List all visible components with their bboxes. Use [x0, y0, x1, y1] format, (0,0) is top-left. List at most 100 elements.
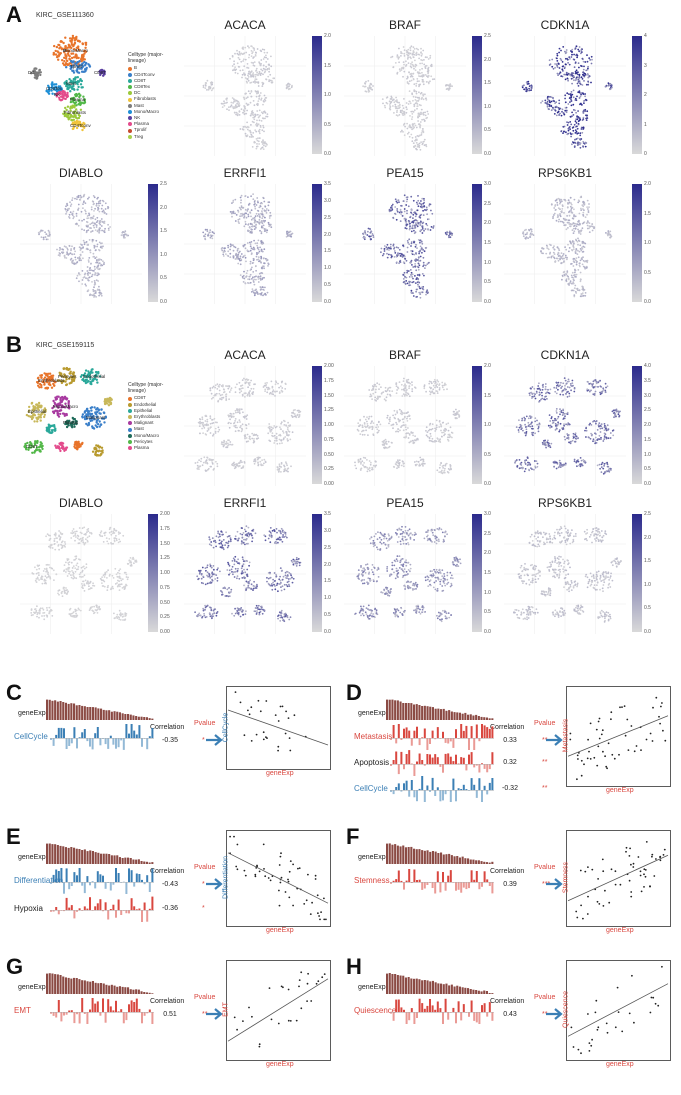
umap-point	[244, 378, 247, 381]
umap-point	[70, 249, 72, 252]
umap-point	[391, 55, 394, 58]
umap-point	[398, 101, 400, 104]
umap-point	[84, 209, 86, 212]
celltype-point	[57, 406, 60, 409]
umap-point	[263, 100, 265, 103]
umap-point	[226, 385, 229, 388]
celltype-point	[84, 46, 87, 49]
legend-label: Plasma	[134, 121, 150, 127]
umap-point	[405, 64, 408, 66]
umap-point	[241, 276, 244, 278]
umap-point	[236, 249, 239, 252]
celltype-point	[53, 44, 56, 48]
umap-point	[577, 48, 580, 51]
umap-point	[554, 204, 557, 206]
umap-point	[204, 84, 207, 87]
umap-point	[577, 123, 580, 126]
umap-point	[204, 228, 207, 231]
umap-point	[605, 232, 607, 234]
umap-point	[405, 220, 408, 223]
umap-point	[253, 104, 256, 107]
umap-point	[93, 226, 96, 229]
umap-point	[253, 278, 255, 281]
umap-point	[572, 89, 575, 92]
umap-point	[411, 113, 414, 115]
dataset-title: KIRC_GSE111360	[36, 12, 94, 19]
umap-point	[234, 99, 237, 101]
umap-point	[414, 65, 417, 68]
umap-point	[69, 252, 72, 255]
umap-point	[214, 432, 217, 434]
celltype-point	[70, 52, 73, 55]
umap-point	[582, 211, 585, 214]
umap-point	[561, 65, 564, 68]
umap-point	[414, 265, 417, 268]
umap-point	[95, 296, 97, 298]
umap-a-acaca: ACACA 2.0 1.5 1.0 0.5 0.0	[180, 14, 345, 162]
umap-point	[257, 91, 259, 93]
umap-point	[582, 127, 585, 129]
celltype-point	[87, 421, 91, 425]
umap-point	[72, 217, 75, 220]
celltype-point	[47, 86, 51, 89]
legend-item: NK	[128, 115, 178, 121]
umap-point	[571, 82, 573, 85]
umap-point	[70, 257, 73, 260]
umap-point	[572, 277, 575, 279]
celltype-point	[65, 413, 68, 417]
umap-point	[249, 101, 252, 104]
umap-point	[71, 260, 73, 263]
umap-point	[86, 215, 89, 217]
umap-point	[367, 230, 369, 233]
umap-point	[409, 115, 411, 117]
umap-point	[582, 259, 585, 262]
umap-point	[406, 122, 408, 125]
umap-point	[120, 234, 123, 237]
umap-point	[521, 85, 524, 87]
umap-point	[413, 241, 415, 244]
umap-point	[574, 138, 576, 141]
umap-point	[588, 225, 591, 228]
umap-point	[247, 126, 250, 129]
celltype-point	[73, 48, 76, 51]
dataset-title: KIRC_GSE159115	[36, 342, 95, 349]
umap-point	[575, 54, 577, 57]
umap-point	[575, 257, 578, 259]
legend-dot	[128, 116, 132, 121]
umap-point	[386, 102, 389, 105]
celltype-point	[57, 53, 61, 57]
umap-point	[237, 113, 239, 115]
umap-point	[368, 235, 370, 238]
celltype-point	[43, 413, 46, 416]
umap-point	[566, 92, 569, 95]
umap-point	[409, 269, 412, 271]
umap-point	[405, 227, 408, 230]
umap-point	[405, 200, 408, 203]
umap-point	[396, 99, 398, 101]
umap-point	[581, 222, 584, 225]
umap-point	[248, 46, 250, 49]
umap-point	[234, 426, 237, 429]
umap-point	[569, 196, 572, 199]
umap-point	[406, 251, 409, 253]
umap-point	[422, 49, 425, 52]
umap-point	[558, 114, 560, 116]
umap-point	[268, 70, 270, 73]
umap-point	[38, 233, 41, 235]
celltype-point	[69, 100, 73, 104]
umap-point	[591, 229, 594, 232]
umap-point	[371, 233, 374, 235]
legend-dot	[128, 439, 132, 444]
umap-point	[102, 209, 105, 212]
umap-point	[419, 287, 422, 290]
umap-point	[451, 232, 454, 235]
umap-point	[565, 248, 568, 251]
celltype-point	[30, 415, 34, 418]
umap-point	[238, 419, 241, 421]
umap-point	[578, 250, 581, 253]
umap-point	[427, 72, 429, 75]
umap-point	[265, 212, 268, 214]
celltype-point	[70, 424, 74, 427]
umap-point	[233, 111, 236, 114]
umap-point	[573, 75, 575, 78]
